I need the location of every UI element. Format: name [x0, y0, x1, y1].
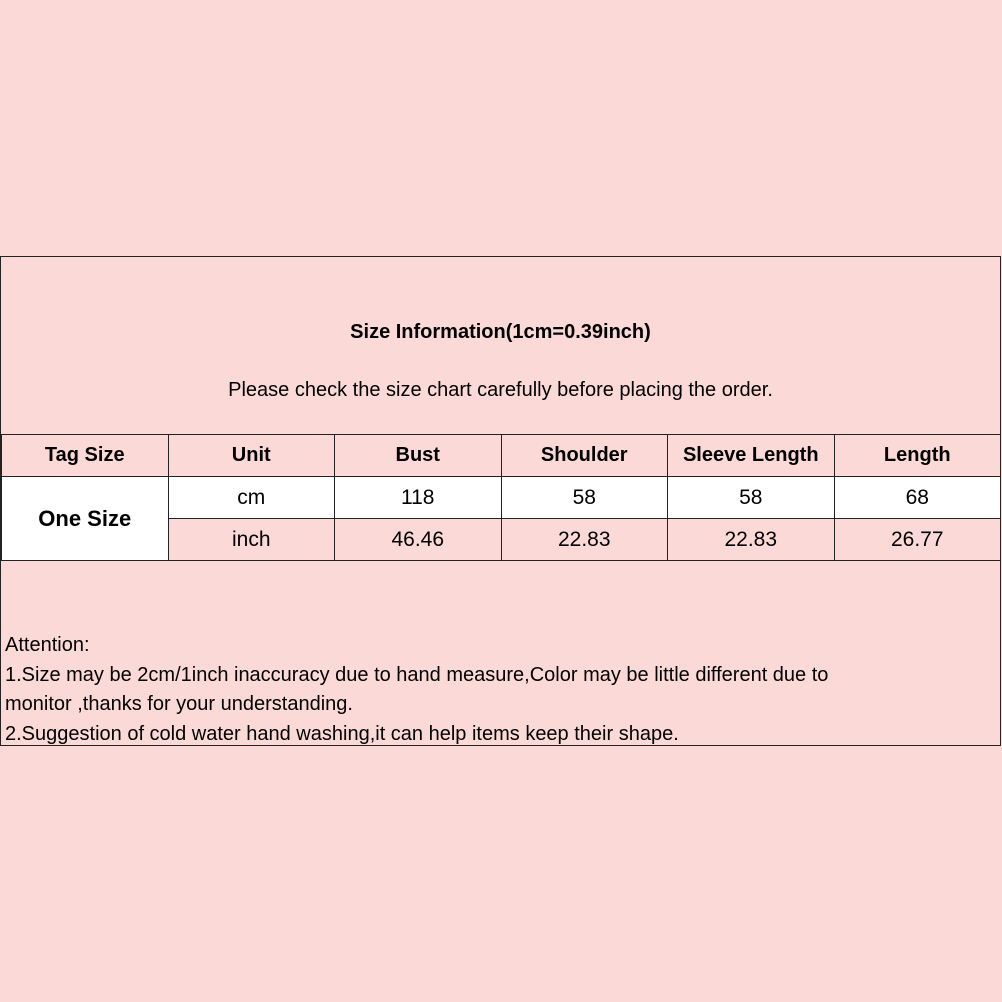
- attention-heading: Attention:: [5, 634, 90, 656]
- header-length: Length: [833, 434, 1001, 477]
- header-row: Tag Size Unit Bust Shoulder Sleeve Lengt…: [1, 434, 1001, 477]
- shoulder-cell: 22.83: [500, 518, 668, 561]
- unit-cell: inch: [167, 518, 335, 561]
- header-unit: Unit: [167, 434, 335, 477]
- length-cell: 26.77: [833, 518, 1001, 561]
- bust-cell: 46.46: [334, 518, 502, 561]
- unit-cell: cm: [167, 476, 335, 519]
- chart-title: Size Information(1cm=0.39inch): [350, 321, 651, 343]
- table-row: One Size cm 118 58 58 68: [1, 476, 1001, 561]
- size-table: Tag Size Unit Bust Shoulder Sleeve Lengt…: [1, 434, 1001, 561]
- header-tag-size: Tag Size: [1, 434, 169, 477]
- chart-subtitle: Please check the size chart carefully be…: [228, 379, 773, 401]
- attention-notes: Attention: 1.Size may be 2cm/1inch inacc…: [5, 631, 828, 749]
- table-row: inch 46.46 22.83 22.83 26.77: [2, 518, 1001, 561]
- header-bust: Bust: [334, 434, 502, 477]
- bust-cell: 118: [334, 476, 502, 519]
- size-chart: Size Information(1cm=0.39inch) Please ch…: [0, 256, 1001, 746]
- attention-line: 2.Suggestion of cold water hand washing,…: [5, 722, 679, 745]
- sleeve-length-cell: 22.83: [667, 518, 835, 561]
- attention-line: monitor ,thanks for your understanding.: [5, 693, 353, 715]
- sleeve-length-cell: 58: [667, 476, 835, 519]
- attention-line: 1.Size may be 2cm/1inch inaccuracy due t…: [5, 663, 829, 686]
- length-cell: 68: [833, 476, 1001, 519]
- shoulder-cell: 58: [500, 476, 668, 519]
- header-shoulder: Shoulder: [500, 434, 668, 477]
- tag-size-cell: One Size: [1, 476, 169, 561]
- header-sleeve-length: Sleeve Length: [667, 434, 835, 477]
